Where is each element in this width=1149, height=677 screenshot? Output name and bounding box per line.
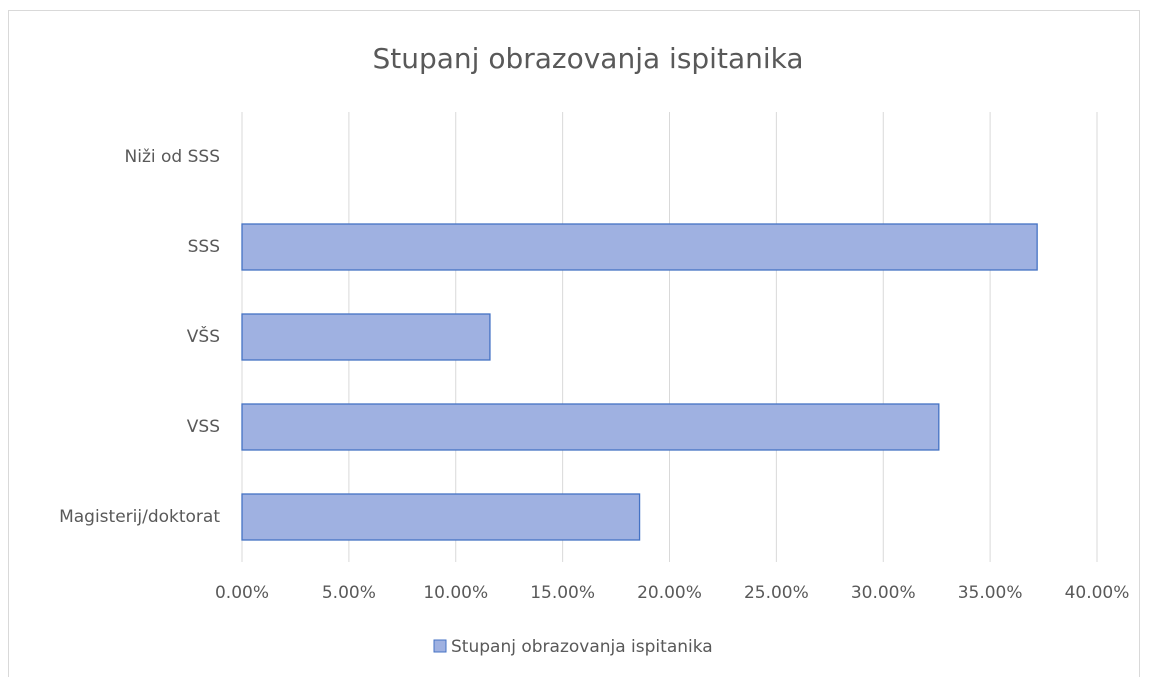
chart-title: Stupanj obrazovanja ispitanika xyxy=(372,42,803,75)
x-tick-label: 35.00% xyxy=(958,583,1023,603)
x-tick-label: 40.00% xyxy=(1065,583,1130,603)
y-tick-label: VSS xyxy=(187,417,220,437)
x-tick-label: 5.00% xyxy=(322,583,376,603)
bar xyxy=(241,223,1038,271)
y-tick-label: Niži od SSS xyxy=(125,147,220,167)
y-tick-label: Magisterij/doktorat xyxy=(59,507,220,527)
x-tick-label: 15.00% xyxy=(530,583,595,603)
x-tick-label: 0.00% xyxy=(215,583,269,603)
legend-label: Stupanj obrazovanja ispitanika xyxy=(451,637,713,657)
x-tick-label: 25.00% xyxy=(744,583,809,603)
y-tick-label: VŠS xyxy=(187,325,220,347)
y-tick-label: SSS xyxy=(188,237,220,257)
bar xyxy=(241,493,641,541)
legend-swatch xyxy=(433,639,447,653)
bar xyxy=(241,313,491,361)
x-tick-label: 20.00% xyxy=(637,583,702,603)
chart-border xyxy=(8,10,1140,677)
x-tick-label: 30.00% xyxy=(851,583,916,603)
bar xyxy=(241,403,940,451)
x-tick-label: 10.00% xyxy=(423,583,488,603)
